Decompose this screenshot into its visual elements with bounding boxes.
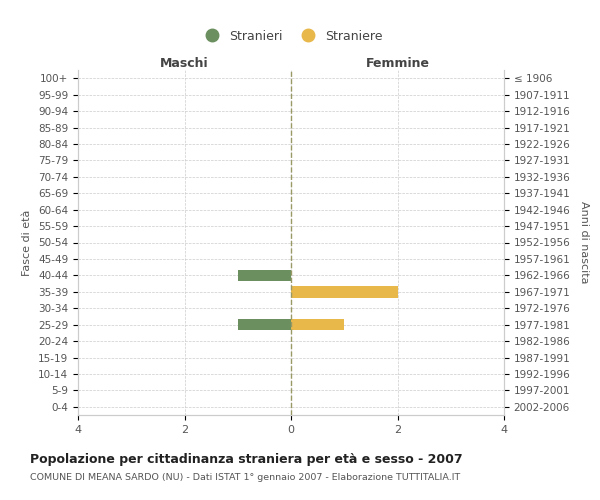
Bar — [291, 319, 344, 330]
Legend: Stranieri, Straniere: Stranieri, Straniere — [194, 24, 388, 48]
Y-axis label: Anni di nascita: Anni di nascita — [579, 201, 589, 284]
Text: Maschi: Maschi — [160, 57, 209, 70]
Text: Femmine: Femmine — [365, 57, 430, 70]
Y-axis label: Fasce di età: Fasce di età — [22, 210, 32, 276]
Text: Popolazione per cittadinanza straniera per età e sesso - 2007: Popolazione per cittadinanza straniera p… — [30, 452, 463, 466]
Bar — [238, 270, 291, 281]
Text: COMUNE DI MEANA SARDO (NU) - Dati ISTAT 1° gennaio 2007 - Elaborazione TUTTITALI: COMUNE DI MEANA SARDO (NU) - Dati ISTAT … — [30, 472, 460, 482]
Bar — [291, 286, 398, 298]
Bar — [238, 319, 291, 330]
